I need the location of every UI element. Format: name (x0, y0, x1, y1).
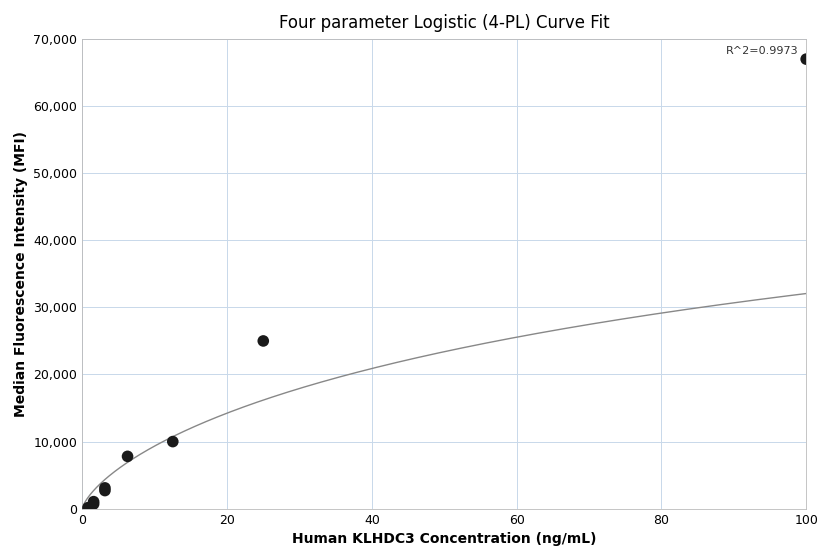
Point (82, 503, 95, 512)
Point (166, 437, 180, 446)
Point (121, 452, 134, 461)
Text: R^2=0.9973: R^2=0.9973 (726, 46, 799, 55)
Point (800, 55, 813, 64)
Y-axis label: Median Fluorescence Intensity (MFI): Median Fluorescence Intensity (MFI) (14, 131, 28, 417)
Point (98, 483, 111, 492)
Point (98, 486, 111, 495)
Point (256, 337, 270, 346)
Point (87, 500, 101, 508)
X-axis label: Human KLHDC3 Concentration (ng/mL): Human KLHDC3 Concentration (ng/mL) (292, 532, 597, 546)
Point (87, 497, 101, 506)
Title: Four parameter Logistic (4-PL) Curve Fit: Four parameter Logistic (4-PL) Curve Fit (279, 14, 610, 32)
